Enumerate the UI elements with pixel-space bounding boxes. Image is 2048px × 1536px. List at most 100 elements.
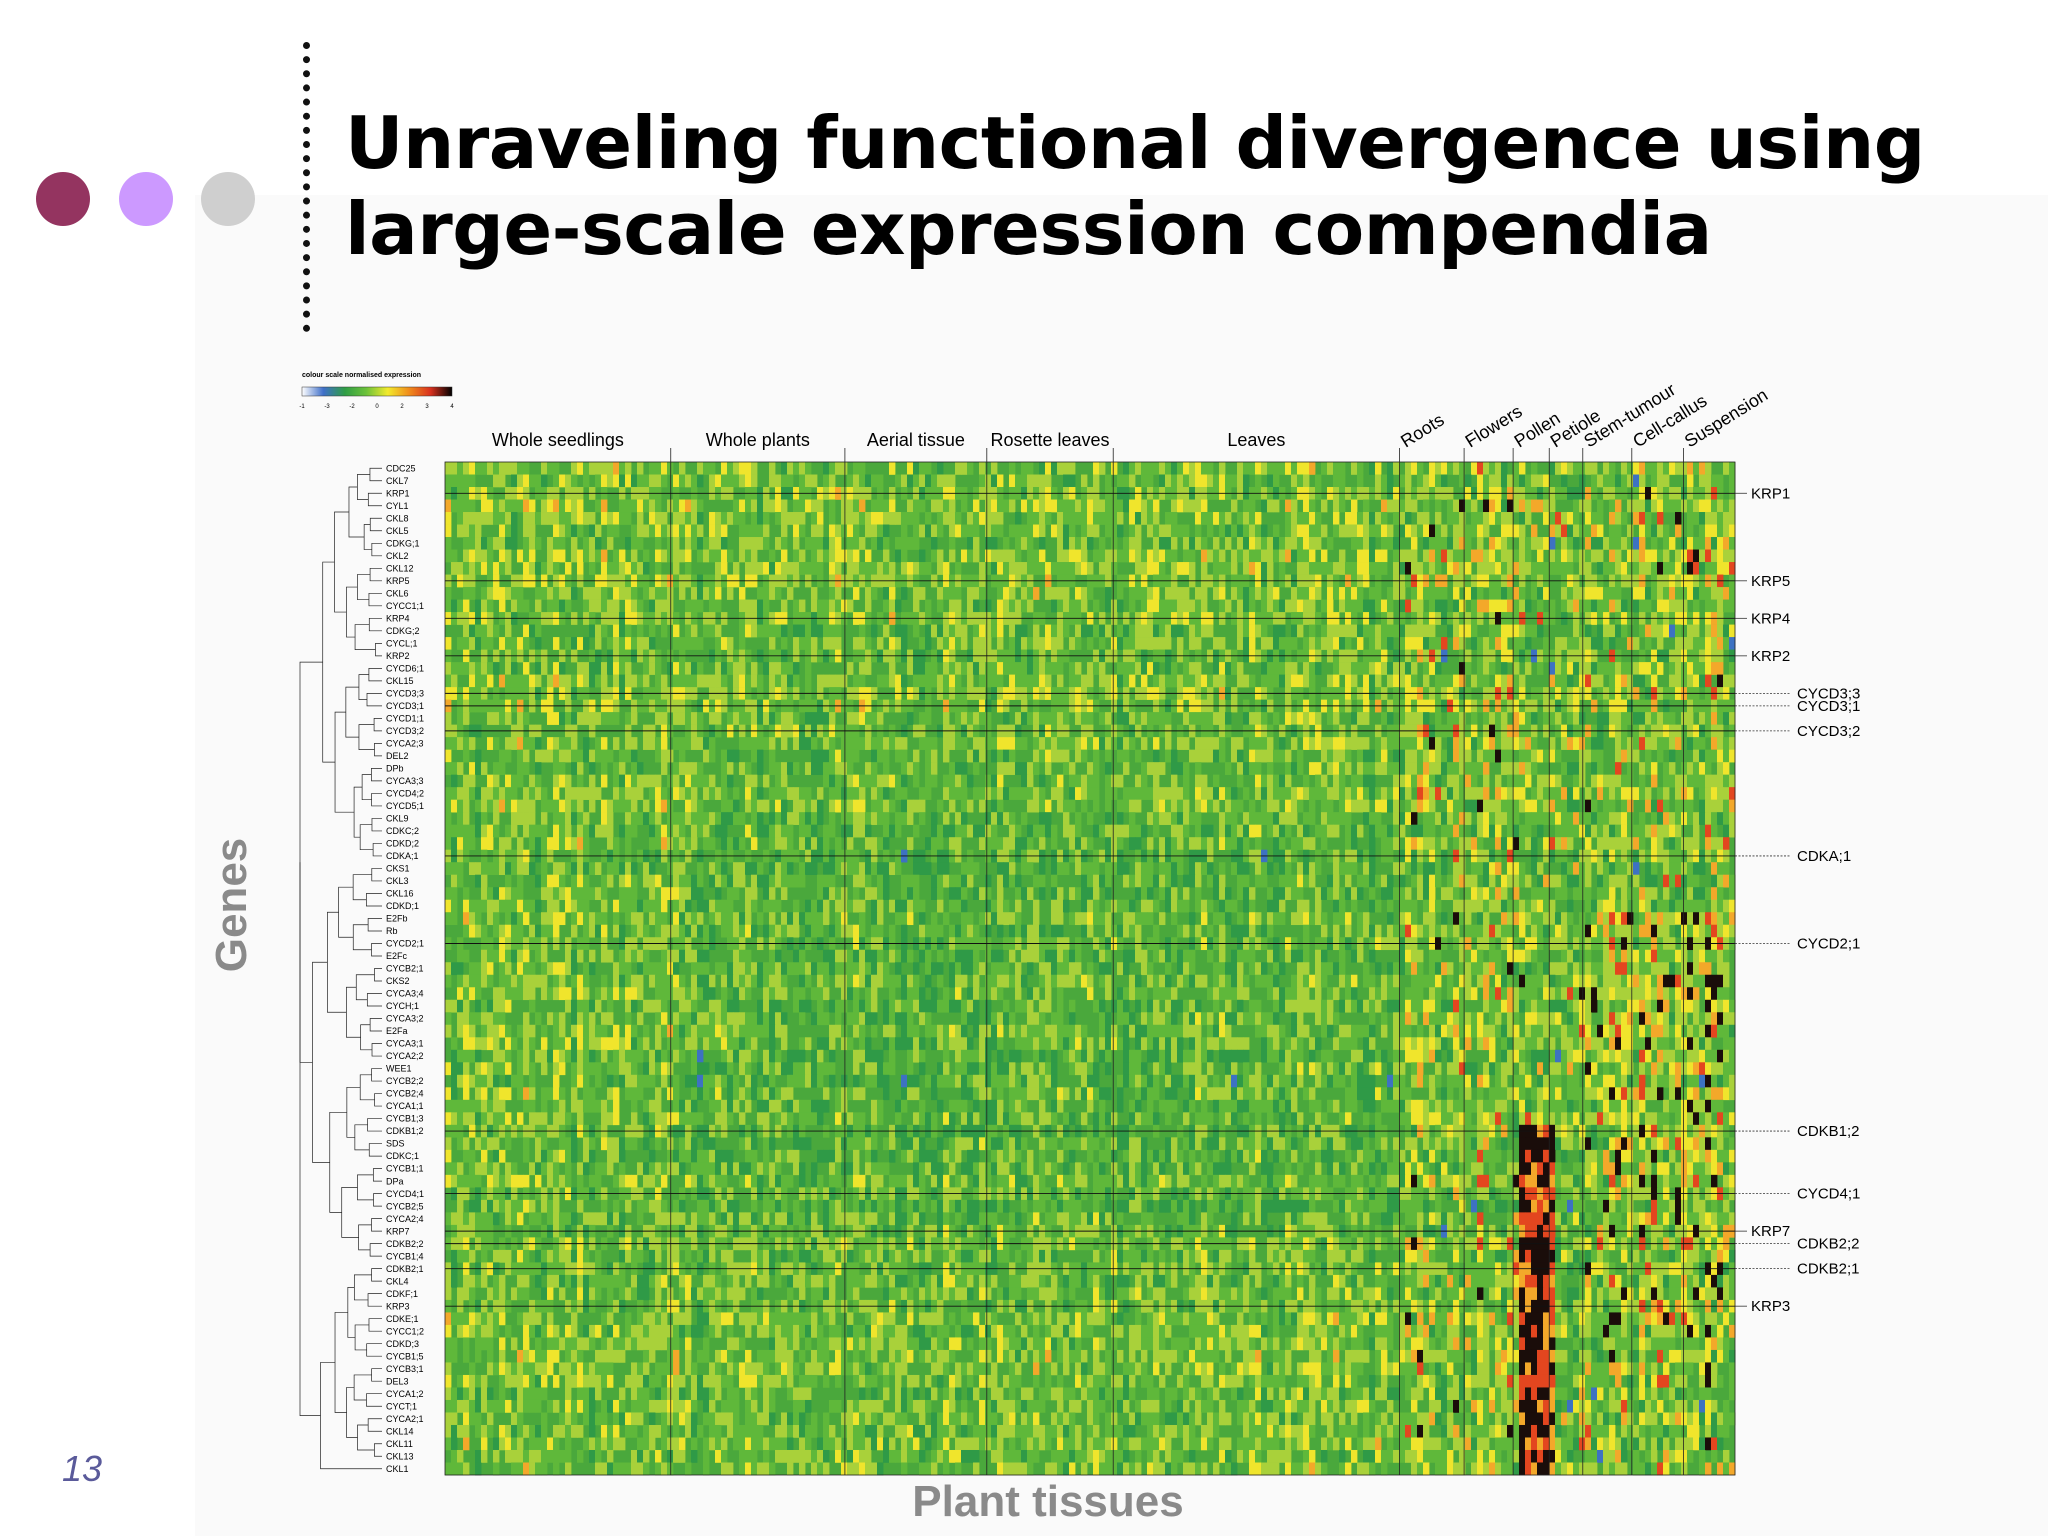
gene-label: CKL4 [386,1276,409,1286]
heatmap-svg: colour scale normalised expression -1 -3 -2… [299,372,1860,1476]
gene-label: CDKF;1 [386,1289,418,1299]
gene-label: CYCB1;3 [386,1114,424,1124]
tissue-label: Whole plants [706,430,810,450]
highlighted-gene-label: KRP2 [1751,648,1790,665]
tissue-label: Rosette leaves [990,430,1109,450]
highlighted-gene-label: CDKB2;1 [1797,1261,1860,1278]
gene-label: WEE1 [386,1064,412,1074]
highlighted-gene-label: KRP7 [1751,1223,1790,1240]
gene-label: CYCD3;3 [386,689,424,699]
gene-label: CKL13 [386,1451,414,1461]
gene-label: CYCH;1 [386,1001,419,1011]
gene-label: CYCD3;1 [386,701,424,711]
gene-label: CDKE;1 [386,1314,419,1324]
gene-label: CKL5 [386,526,409,536]
color-scale-tick: 2 [400,404,404,410]
gene-label: CYCA2;3 [386,739,424,749]
gene-dendrogram [299,467,382,1470]
gene-label: SDS [386,1139,405,1149]
color-scale-bar [301,386,453,397]
dot-magenta [36,172,90,226]
heatmap-cells [445,462,1736,1476]
gene-label: CKL8 [386,513,409,523]
gene-label: CYCB2;1 [386,964,424,974]
gene-label: KRP3 [386,1301,410,1311]
gene-label: CYCD1;1 [386,714,424,724]
gene-label: CDKG;2 [386,626,420,636]
gene-label: CYCA3;2 [386,1014,424,1024]
color-scale-tick: -3 [324,404,330,410]
x-axis-label: Plant tissues [912,1477,1184,1526]
gene-label: CDKC;2 [386,826,419,836]
gene-label: CKL6 [386,588,409,598]
highlighted-gene-label: CYCD3;2 [1797,723,1860,740]
gene-label: CDKB1;2 [386,1126,424,1136]
slide-number: 13 [62,1448,103,1489]
gene-label: CYCB2;5 [386,1201,424,1211]
gene-label: CYCD6;1 [386,664,424,674]
gene-label: DEL3 [386,1376,409,1386]
highlighted-gene-label: KRP4 [1751,610,1790,627]
gene-label: CKL1 [386,1464,409,1474]
gene-label: CKL2 [386,551,409,561]
highlighted-gene-label: KRP1 [1751,485,1790,502]
gene-label: CYCD4;2 [386,789,424,799]
gene-label: E2Fc [386,951,408,961]
gene-label: CYCB1;5 [386,1351,424,1361]
highlighted-gene-label: CYCD4;1 [1797,1186,1860,1203]
highlighted-gene-label: KRP3 [1751,1298,1790,1315]
gene-labels: CDC25 CKL7 KRP1 CYL1 CKL8 CKL5 CDKG;1 CKL2 CKL12… [386,463,424,1473]
gene-label: Rb [386,926,398,936]
gene-label: KRP2 [386,651,410,661]
gene-label: CYCA2;4 [386,1214,424,1224]
gene-label: CDC25 [386,463,416,473]
tissue-label: Whole seedlings [492,430,624,450]
gene-label: CKL7 [386,476,409,486]
gene-label: CKL14 [386,1426,414,1436]
gene-label: CKL16 [386,889,414,899]
gene-label: CDKD;3 [386,1339,419,1349]
color-scale-tick: 4 [450,404,454,410]
gene-label: CYCA1;2 [386,1389,424,1399]
gene-label: CDKB2;2 [386,1239,424,1249]
gene-label: CKL9 [386,814,409,824]
gene-label: CKL3 [386,876,409,886]
title-line-2: large-scale expression compendia [345,187,1712,271]
expression-heatmap-figure: colour scale normalised expression -1 -3 -2… [290,365,1910,1485]
slide-title: Unraveling functional divergence using l… [345,100,1945,272]
highlighted-gene-label: CDKB2;2 [1797,1236,1860,1253]
gene-label: CYCA2;1 [386,1414,424,1424]
tissue-label: Aerial tissue [867,430,965,450]
gene-label: CKL11 [386,1439,413,1449]
gene-label: CYCB2;2 [386,1076,424,1086]
gene-label: CDKA;1 [386,851,419,861]
tissue-label: Leaves [1227,430,1285,450]
highlighted-gene-label: CDKB1;2 [1797,1123,1860,1140]
gene-label: CYCB3;1 [386,1364,424,1374]
gene-label: CYCD2;1 [386,939,424,949]
color-scale-tick: 3 [425,404,429,410]
highlighted-gene-label: CDKA;1 [1797,848,1851,865]
gene-label: DPb [386,764,404,774]
gene-label: CYCD5;1 [386,801,424,811]
gene-label: E2Fb [386,914,408,924]
gene-label: CYCA2;2 [386,1051,424,1061]
highlighted-gene-label: CYCD3;3 [1797,685,1860,702]
gene-label: CYCT;1 [386,1401,417,1411]
highlighted-gene-label: KRP5 [1751,573,1790,590]
gene-label: CDKD;2 [386,839,419,849]
gene-label: CYCD3;2 [386,726,424,736]
highlighted-gene-label: CYCD2;1 [1797,935,1860,952]
gene-label: CYL1 [386,501,409,511]
gene-label: CYCC1;1 [386,601,424,611]
gene-label: CYCD4;1 [386,1189,424,1199]
gene-label: CKS2 [386,976,410,986]
y-axis-label: Genes [207,837,256,973]
gene-label: CDKB2;1 [386,1264,424,1274]
color-scale-tick: -2 [349,404,355,410]
gene-label: CKS1 [386,864,410,874]
gene-label: CYCB1;1 [386,1164,424,1174]
gene-label: KRP4 [386,613,410,623]
gene-label: CYCB2;4 [386,1089,424,1099]
gene-label: E2Fa [386,1026,408,1036]
